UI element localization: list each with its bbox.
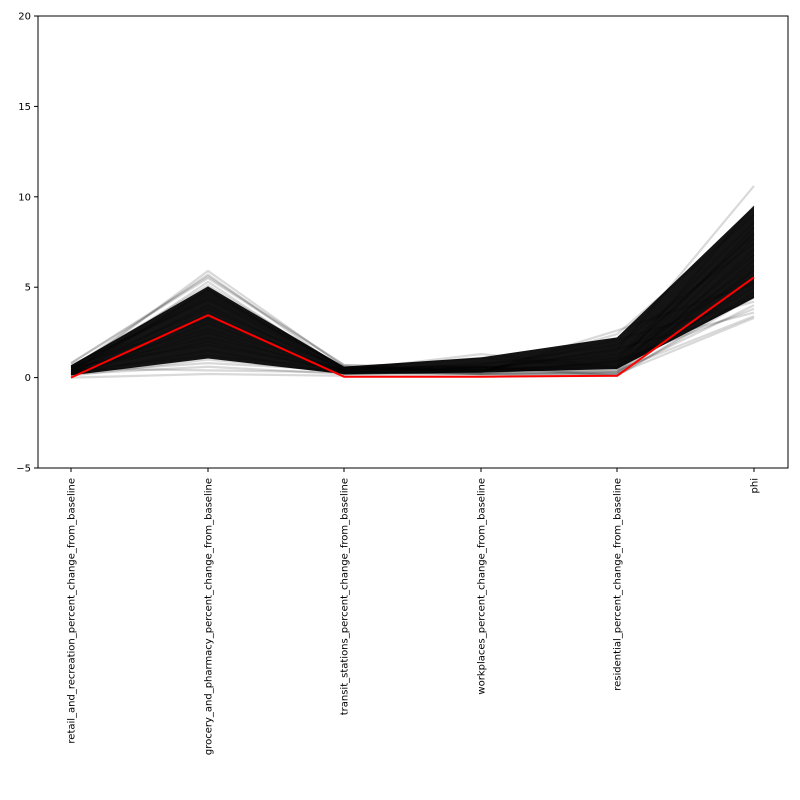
background-series-line — [70, 248, 755, 376]
background-series-line — [70, 315, 755, 376]
plot-frame — [37, 15, 789, 469]
highlight-series-group — [70, 276, 755, 379]
background-series-line — [70, 214, 755, 374]
background-series-line — [70, 307, 755, 377]
background-series-line — [70, 232, 755, 377]
axes: −5 0 5 10 15 20 retail_and_recreation_percent_… — [16, 12, 789, 755]
background-series-line — [70, 237, 755, 376]
background-series-line — [70, 300, 755, 376]
y-tick-label: 10 — [18, 192, 31, 203]
background-band — [71, 205, 754, 376]
y-tick-label: 0 — [25, 373, 31, 384]
x-tick-label: transit_stations_percent_change_from_bas… — [340, 478, 351, 715]
background-series-line — [70, 205, 755, 372]
background-series-line — [70, 275, 755, 372]
background-series-line — [70, 270, 755, 377]
background-series-line — [70, 226, 755, 372]
background-series-group — [70, 185, 755, 379]
x-tick-label: grocery_and_pharmacy_percent_change_from… — [204, 478, 215, 755]
background-series-line — [70, 291, 755, 377]
x-tick-label: retail_and_recreation_percent_change_fro… — [67, 478, 78, 744]
background-series-line — [70, 253, 755, 374]
background-series-line — [70, 297, 755, 372]
y-tick-label: 20 — [18, 12, 31, 23]
x-tick-label: workplaces_percent_change_from_baseline — [477, 478, 488, 695]
y-tick-label: −5 — [16, 464, 31, 475]
background-series-line — [70, 242, 755, 372]
background-series-line — [70, 316, 755, 376]
highlight-series-line — [70, 276, 755, 379]
background-series-line — [70, 304, 755, 374]
x-tick-label: residential_percent_change_from_baseline — [613, 478, 624, 691]
background-series-line — [70, 185, 755, 374]
background-series-line — [70, 311, 755, 374]
background-series-line — [70, 282, 755, 374]
y-tick-label: 5 — [25, 283, 31, 294]
y-tick-label: 15 — [18, 102, 31, 113]
background-series-line — [70, 268, 755, 372]
background-series-line — [70, 233, 755, 368]
background-series-line — [70, 221, 755, 375]
background-series-line — [70, 259, 755, 377]
background-series-line — [70, 264, 755, 372]
x-tick-label: phi — [750, 478, 761, 493]
series-density-band — [71, 205, 754, 376]
background-series-line — [70, 286, 755, 370]
